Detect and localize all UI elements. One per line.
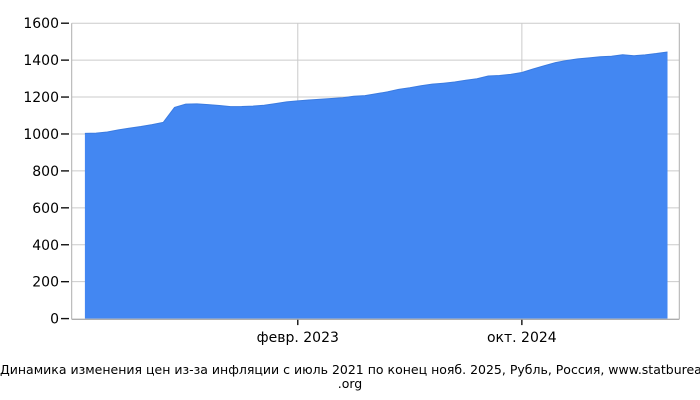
y-tick-label: 600 [32, 201, 59, 217]
price-index-area-series [84, 51, 668, 319]
y-tick-label: 1600 [23, 16, 59, 32]
x-tick-label: окт. 2024 [487, 330, 557, 346]
area-top-edge [84, 51, 668, 134]
y-tick-label: 400 [32, 238, 59, 254]
chart-caption-line2: .org [337, 375, 363, 391]
y-tick-label: 200 [32, 275, 59, 291]
y-tick-label: 0 [50, 312, 59, 328]
y-tick-label: 1400 [23, 53, 59, 69]
x-tick-label: февр. 2023 [257, 330, 339, 346]
chart-caption-line1: Динамика изменения цен из-за инфляции с … [0, 362, 700, 377]
y-tick-label: 1000 [23, 127, 59, 143]
y-tick-label: 1200 [23, 90, 59, 106]
chart-caption: Динамика изменения цен из-за инфляции с … [0, 363, 700, 390]
y-tick-label: 800 [32, 164, 59, 180]
